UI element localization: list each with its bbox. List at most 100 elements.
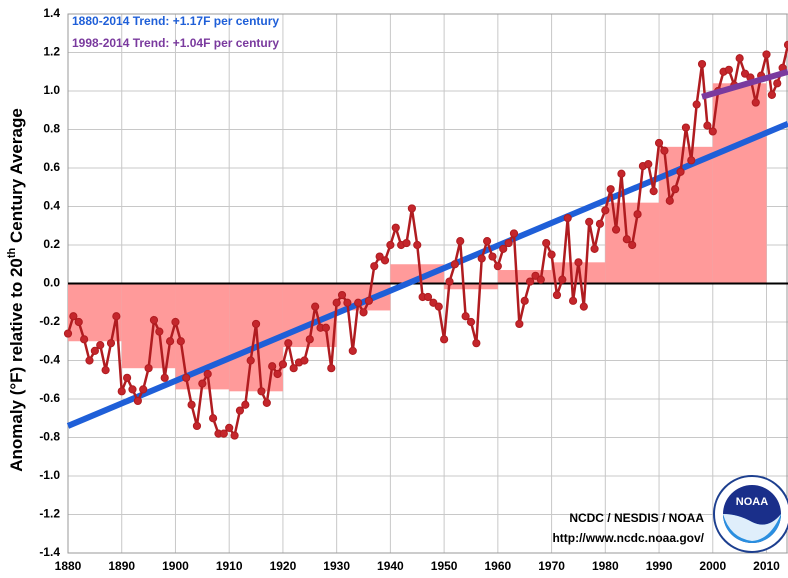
anomaly-point: [300, 356, 309, 365]
anomaly-point: [644, 160, 653, 169]
y-tick-label: -1.2: [39, 507, 60, 521]
anomaly-point: [574, 258, 583, 267]
anomaly-point: [445, 277, 454, 286]
anomaly-point: [628, 240, 637, 250]
anomaly-point: [348, 346, 357, 355]
anomaly-point: [466, 317, 476, 327]
anomaly-point: [461, 312, 470, 321]
anomaly-point: [762, 50, 771, 59]
anomaly-point: [112, 312, 121, 321]
anomaly-point: [585, 217, 594, 226]
anomaly-point: [697, 59, 707, 69]
anomaly-point: [617, 169, 626, 178]
anomaly-point: [305, 335, 314, 344]
anomaly-point: [751, 98, 760, 107]
anomaly-point: [192, 421, 202, 431]
x-tick-label: 1940: [377, 559, 404, 573]
x-tick-label: 1990: [646, 559, 673, 573]
anomaly-point: [284, 339, 293, 348]
marks: [63, 40, 788, 440]
anomaly-point: [235, 406, 245, 415]
anomaly-point: [708, 127, 717, 136]
anomaly-point: [611, 225, 621, 234]
anomaly-point: [176, 337, 185, 346]
y-tick-label: 0.2: [43, 237, 60, 251]
anomaly-point: [413, 240, 422, 250]
x-tick-label: 2000: [699, 559, 726, 573]
anomaly-point: [606, 185, 615, 194]
x-tick-label: 1950: [431, 559, 458, 573]
anomaly-point: [407, 204, 416, 213]
anomaly-point: [327, 364, 336, 373]
anomaly-point: [434, 302, 443, 311]
x-tick-label: 1970: [538, 559, 565, 573]
anomaly-point: [63, 329, 73, 338]
decade-bar: [712, 83, 767, 284]
anomaly-point: [542, 238, 551, 248]
anomaly-point: [359, 308, 368, 317]
x-tick-label: 1900: [162, 559, 189, 573]
anomaly-point: [123, 373, 132, 382]
anomaly-point: [251, 319, 261, 329]
anomaly-point: [106, 339, 116, 348]
anomaly-point: [676, 167, 685, 176]
y-tick-label: 0.4: [43, 199, 60, 213]
anomaly-point: [182, 373, 191, 382]
anomaly-point: [429, 298, 438, 307]
y-tick-label: -0.6: [39, 391, 60, 405]
y-tick-label: -0.4: [39, 353, 60, 367]
anomaly-point: [354, 298, 363, 307]
anomaly-point: [601, 206, 610, 215]
y-tick-label: 0.6: [43, 160, 60, 174]
anomaly-point: [402, 238, 411, 248]
anomaly-point: [568, 296, 578, 305]
anomaly-point: [364, 296, 373, 305]
anomaly-point: [440, 335, 449, 344]
anomaly-point: [450, 260, 459, 269]
anomaly-point: [692, 100, 701, 109]
anomaly-point: [773, 79, 782, 88]
anomaly-point: [681, 123, 691, 132]
anomaly-point: [687, 156, 696, 165]
anomaly-point: [671, 185, 680, 194]
anomaly-point: [257, 387, 266, 396]
y-title-sup: th: [6, 247, 18, 258]
anomaly-point: [488, 252, 497, 261]
anomaly-point: [520, 296, 529, 305]
noaa-logo: NOAA: [713, 475, 788, 553]
anomaly-point: [633, 210, 642, 219]
anomaly-point: [499, 244, 508, 253]
anomaly-point: [504, 238, 513, 248]
y-title-part: Anomaly (°F) relative to 20: [7, 258, 26, 472]
decade-bar: [390, 264, 445, 284]
anomaly-point: [90, 346, 99, 355]
anomaly-point: [165, 337, 175, 346]
anomaly-point: [80, 335, 89, 344]
anomaly-point: [246, 356, 255, 365]
anomaly-point: [311, 302, 320, 311]
decade-bar: [175, 283, 230, 390]
y-tick-label: -1.0: [39, 468, 60, 482]
anomaly-point: [483, 237, 492, 246]
decade-bar: [121, 283, 176, 369]
anomaly-point: [423, 292, 433, 302]
anomaly-point: [375, 252, 384, 261]
y-tick-label: 1.4: [43, 6, 60, 20]
anomaly-point: [660, 146, 669, 155]
y-tick-label: -0.2: [39, 314, 60, 328]
anomaly-point: [703, 121, 712, 130]
x-tick-label: 1980: [592, 559, 619, 573]
anomaly-point: [273, 369, 282, 379]
anomaly-point: [386, 240, 395, 250]
anomaly-point: [622, 235, 631, 244]
anomaly-point: [558, 275, 567, 284]
anomaly-point: [268, 362, 277, 371]
source-url: http://www.ncdc.noaa.gov/: [552, 531, 704, 545]
anomaly-point: [171, 317, 180, 327]
anomaly-point: [343, 298, 352, 307]
anomaly-point: [595, 219, 605, 228]
anomaly-point: [740, 69, 750, 78]
anomaly-point: [665, 196, 674, 205]
y-title-part: Century Average: [7, 108, 26, 248]
